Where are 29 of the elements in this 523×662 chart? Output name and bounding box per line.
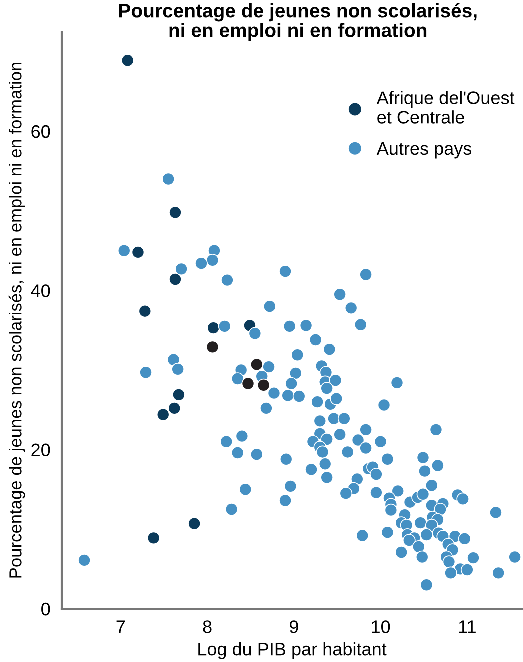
point bbox=[250, 358, 264, 372]
point bbox=[168, 402, 182, 415]
point bbox=[169, 206, 182, 220]
x-tick-label: 7 bbox=[116, 620, 126, 634]
point bbox=[188, 517, 201, 530]
point bbox=[132, 246, 145, 259]
point bbox=[206, 340, 220, 354]
x-tick-label: 11 bbox=[459, 620, 476, 634]
y-tick-label: 0 bbox=[42, 602, 50, 616]
legend-label: Afrique del'Ouest et Centrale bbox=[376, 91, 515, 124]
y-tick-label: 60 bbox=[32, 125, 50, 138]
point bbox=[147, 532, 160, 545]
x-tick-label: 8 bbox=[203, 620, 212, 634]
point bbox=[257, 378, 270, 392]
legend-label: Autres pays bbox=[376, 142, 472, 159]
point bbox=[156, 408, 170, 422]
point bbox=[172, 388, 186, 402]
x-tick-label: 9 bbox=[290, 620, 298, 634]
y-axis-title: Pourcentage de jeunes non scolarisés, ni en emploi ni en formation bbox=[8, 62, 26, 578]
point bbox=[169, 273, 182, 286]
point bbox=[242, 377, 255, 390]
x-axis-title: Log du PIB par habitant bbox=[198, 642, 387, 660]
point bbox=[207, 322, 220, 334]
y-tick-label: 40 bbox=[31, 284, 50, 298]
y-tick-label: 20 bbox=[32, 444, 50, 457]
point bbox=[138, 304, 152, 318]
chart-title: Pourcentage de jeunes non scolarisés, ni en emploi ni en formation bbox=[120, 3, 477, 42]
point bbox=[121, 54, 134, 68]
x-tick-label: 10 bbox=[372, 620, 390, 634]
